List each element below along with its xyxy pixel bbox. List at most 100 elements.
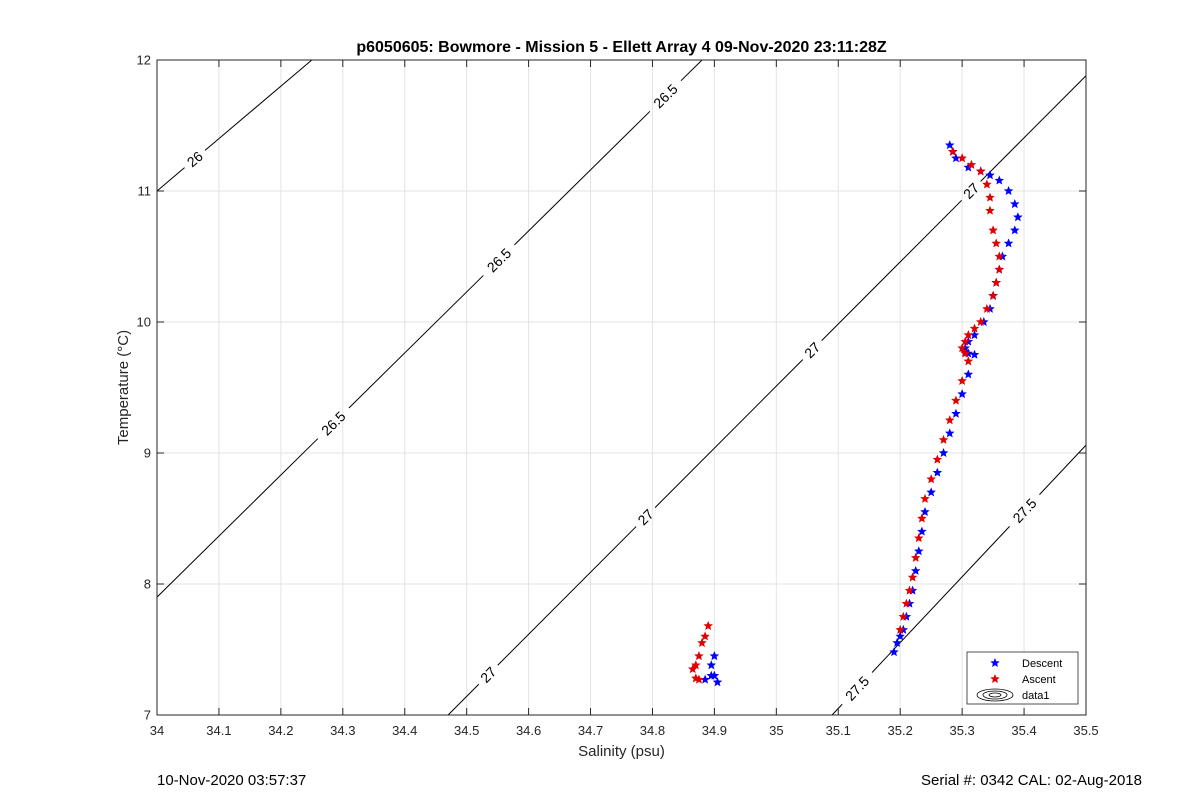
contour-line (980, 75, 1087, 182)
x-tick-label: 34 (150, 723, 164, 738)
legend-label: Descent (1022, 658, 1062, 670)
data-point (991, 238, 1001, 248)
legend-item-descent: Descent (990, 658, 1062, 670)
data-point (926, 487, 936, 497)
data-point (706, 660, 717, 670)
data-point (960, 336, 970, 346)
data-point (982, 179, 992, 189)
x-tick-label: 34.1 (206, 723, 231, 738)
footer-serial-calibration: Serial #: 0342 CAL: 02-Aug-2018 (921, 772, 1142, 789)
data-point (951, 408, 961, 418)
data-point (948, 146, 958, 156)
data-point (960, 348, 970, 358)
data-point (691, 660, 701, 670)
data-point (889, 647, 899, 657)
contour-line (497, 526, 637, 666)
data-point (697, 637, 707, 647)
x-tick-label: 35.5 (1073, 723, 1098, 738)
data-point (985, 192, 995, 202)
data-point (703, 620, 713, 630)
data-point (969, 323, 980, 333)
legend-contour-icon (988, 692, 1002, 698)
data-point (938, 448, 949, 458)
data-point (985, 170, 995, 180)
contour-line (348, 275, 484, 409)
y-tick-label: 9 (144, 446, 151, 461)
data-point (1013, 212, 1023, 222)
legend-item-ascent: Ascent (990, 674, 1056, 686)
x-tick-label: 35.1 (826, 723, 851, 738)
data-point (709, 651, 720, 661)
legend-label: data1 (1022, 690, 1050, 702)
contour-line (654, 359, 804, 508)
data-point (994, 251, 1005, 261)
x-axis-label: Salinity (psu) (578, 743, 665, 760)
contour-line (1039, 444, 1087, 495)
contour-line (447, 683, 480, 716)
data-point (957, 343, 967, 353)
legend: Descent Ascent data1 (966, 651, 1079, 705)
data-point (917, 526, 927, 536)
y-tick-label: 12 (137, 53, 151, 68)
data-point (914, 546, 924, 556)
data-point (920, 506, 930, 516)
contour-line (680, 59, 703, 82)
data-point (957, 375, 967, 385)
data-point (988, 225, 998, 235)
y-axis-label: Temperature (°C) (115, 330, 132, 445)
data-point (938, 434, 949, 444)
data-point (910, 565, 921, 575)
data-point (694, 674, 704, 684)
x-tick-label: 34.8 (640, 723, 665, 738)
data-point (969, 349, 980, 359)
x-tick-label: 34.7 (578, 723, 603, 738)
contour-line (821, 199, 963, 341)
data-point (991, 277, 1001, 287)
data-point (895, 624, 905, 634)
x-tick-label: 34.9 (702, 723, 727, 738)
data-point (951, 395, 961, 405)
x-tick-label: 35.3 (949, 723, 974, 738)
data-point (901, 598, 912, 608)
contour-line (156, 438, 319, 598)
chart-title: p6050605: Bowmore - Mission 5 - Ellett A… (356, 39, 887, 56)
y-tick-label: 7 (144, 708, 151, 723)
data-point (988, 290, 998, 300)
data-point (963, 369, 974, 379)
x-tick-label: 34.6 (516, 723, 541, 738)
x-tick-label: 34.5 (454, 723, 479, 738)
data-point (1003, 238, 1014, 248)
data-point (892, 637, 902, 647)
data-point (985, 205, 995, 215)
data-point (1010, 199, 1020, 209)
legend-marker (990, 658, 1000, 668)
contour-line (514, 110, 651, 246)
data-point (957, 389, 967, 399)
data-point (904, 585, 915, 595)
data-point (994, 264, 1005, 274)
y-tick-label: 10 (137, 315, 151, 330)
data-point (932, 454, 943, 464)
y-tick-label: 11 (138, 184, 152, 199)
data-point (898, 611, 909, 621)
legend-box (966, 651, 1079, 705)
series-ascent (687, 146, 1005, 684)
x-tick-label: 34.3 (330, 723, 355, 738)
data-point (966, 159, 977, 169)
data-point (1003, 186, 1014, 196)
data-point (706, 670, 717, 680)
data-point (957, 153, 967, 163)
legend-contour-icon (976, 688, 1014, 702)
data-point (1010, 225, 1020, 235)
x-tick-label: 34.4 (392, 723, 417, 738)
legend-item-data1: data1 (976, 688, 1050, 702)
data-point (914, 533, 924, 543)
x-tick-label: 34.2 (268, 723, 293, 738)
data-point (895, 631, 905, 641)
data-point (910, 552, 921, 562)
data-point (963, 330, 974, 340)
x-tick-label: 35.4 (1011, 723, 1036, 738)
contour-line (871, 526, 1010, 673)
data-point (963, 356, 974, 366)
